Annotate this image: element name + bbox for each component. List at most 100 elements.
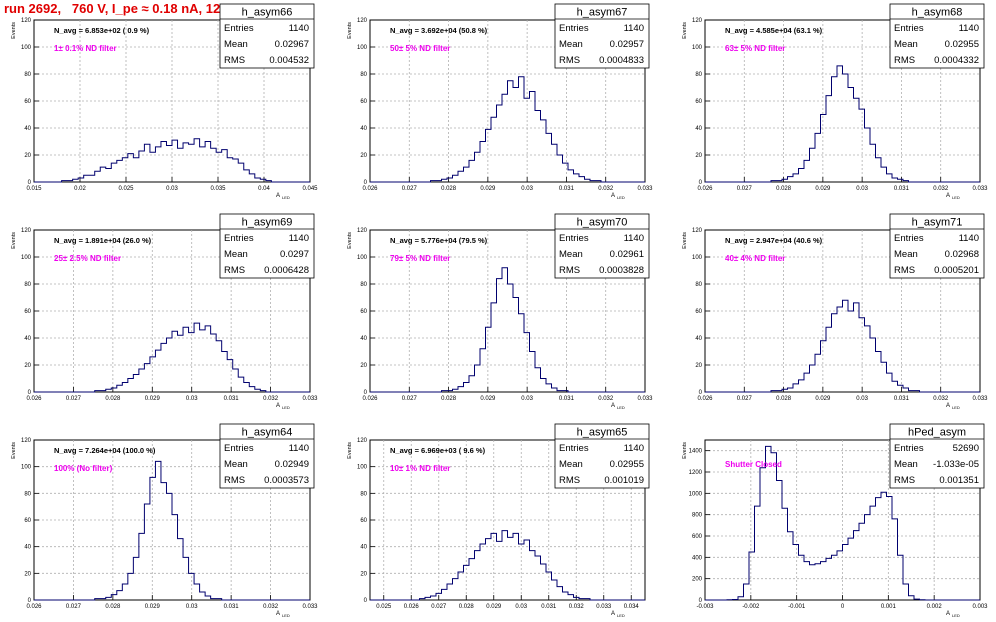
stats-entries-value: 1140 (289, 443, 309, 454)
histogram-bin (530, 92, 536, 182)
histogram-bin (876, 498, 882, 600)
x-tick-label: 0.03 (521, 396, 533, 402)
y-tick-label: 120 (357, 438, 368, 444)
stats-mean-value: 0.02949 (275, 459, 309, 470)
histogram-bin (106, 169, 112, 183)
stats-entries-value: 1140 (624, 443, 644, 454)
stats-rms-value: 0.0004332 (934, 55, 979, 66)
histogram-name: h_asym65 (577, 427, 628, 439)
histogram-bin (447, 178, 453, 182)
x-axis-label: A (276, 193, 280, 199)
navg-label: N_avg = 6.969e+03 ( 9.6 %) (390, 446, 486, 455)
histogram-bin (766, 446, 772, 600)
histogram-bin (475, 551, 481, 600)
histogram-bin (150, 152, 156, 182)
x-tick-label: 0.002 (927, 604, 943, 610)
histogram-panel-hPed_asym: -0.003 -0.002 -0.001 0 0.001 0.002 0.003 0 200 40… (682, 423, 988, 618)
x-tick-label: 0.02 (74, 186, 86, 192)
x-axis-label: A (276, 611, 280, 617)
y-tick-label: 60 (24, 309, 31, 315)
histogram-bin (117, 591, 123, 600)
histogram-panel-h_asym66: 0.015 0.02 0.025 0.03 0.035 0.04 0.045 0 20 40 60 8… (11, 3, 318, 200)
x-tick-label: 0.027 (66, 396, 82, 402)
histogram-bin (122, 158, 128, 182)
x-tick-label: 0.031 (224, 604, 240, 610)
stats-entries-value: 1140 (289, 23, 309, 34)
histogram-bin (139, 369, 145, 392)
histogram-bin (211, 334, 217, 392)
histogram-bin (810, 565, 816, 600)
navg-label: N_avg = 2.947e+04 (40.6 %) (725, 236, 823, 245)
y-tick-label: 100 (357, 465, 368, 471)
x-tick-label: 0.033 (972, 396, 988, 402)
x-tick-label: 0.03 (515, 604, 527, 610)
histogram-bin (848, 311, 854, 392)
histogram-bin (497, 279, 503, 392)
histogram-bin (111, 595, 117, 600)
y-tick-label: 100 (21, 255, 32, 261)
y-tick-label: 100 (21, 465, 32, 471)
stats-entries-label: Entries (894, 23, 924, 34)
histogram-name: h_asym70 (577, 217, 628, 229)
histogram-bin (128, 154, 134, 182)
x-tick-label: 0.032 (598, 396, 614, 402)
x-axis-label-subscript: LED (282, 195, 290, 200)
y-tick-label: 40 (695, 126, 702, 132)
histogram-bin (870, 506, 876, 600)
stats-box (219, 3, 315, 69)
x-tick-label: 0.033 (302, 604, 318, 610)
y-tick-label: 40 (360, 336, 367, 342)
y-tick-label: 120 (21, 228, 32, 234)
y-tick-label: 80 (360, 72, 367, 78)
histogram-bin (552, 388, 558, 392)
y-tick-label: 0 (28, 390, 32, 396)
x-axis-label-subscript: LED (952, 405, 960, 410)
x-tick-label: 0.032 (933, 396, 949, 402)
histogram-bin (788, 532, 794, 600)
histogram-bin (799, 169, 805, 183)
histogram-bin (166, 146, 172, 182)
x-tick-label: 0.026 (697, 396, 713, 402)
histogram-bin (464, 167, 470, 182)
x-tick-label: 0.028 (441, 396, 457, 402)
histogram-bin (892, 381, 898, 392)
histogram-bin (128, 573, 134, 600)
stats-rms-value: 0.0004833 (599, 55, 644, 66)
histogram-bin (843, 300, 849, 392)
histogram-bin (837, 551, 843, 600)
filter-label: 50± 5% ND filter (390, 44, 450, 53)
histogram-bin (788, 177, 794, 182)
y-tick-label: 40 (24, 336, 31, 342)
histogram-bin (854, 303, 860, 392)
histogram-bin (469, 376, 475, 392)
histogram-bin (903, 388, 909, 392)
histogram-bin (837, 66, 843, 182)
histogram-bin (161, 483, 167, 600)
stats-rms-label: RMS (894, 265, 915, 276)
histogram-bin (557, 587, 563, 600)
histogram-bin (909, 596, 915, 600)
stats-mean-label: Mean (894, 249, 918, 260)
x-axis-label: A (276, 403, 280, 409)
histogram-bin (469, 559, 475, 600)
histogram-bin (194, 139, 200, 182)
histogram-bin (84, 175, 90, 182)
histogram-bin (854, 531, 860, 600)
histogram-bin (821, 562, 827, 600)
histogram-outline (705, 65, 980, 183)
histogram-bin (194, 584, 200, 600)
histogram-name: h_asym69 (242, 217, 293, 229)
y-tick-label: 80 (360, 282, 367, 288)
filter-label: 63± 5% ND filter (725, 44, 785, 53)
histogram-bin (541, 564, 547, 600)
histogram-bin (222, 150, 228, 182)
stats-entries-label: Entries (224, 23, 254, 34)
x-tick-label: 0.027 (402, 186, 418, 192)
stats-mean-label: Mean (224, 39, 248, 50)
stats-mean-value: 0.02961 (610, 249, 644, 260)
x-tick-label: 0.026 (26, 396, 42, 402)
histogram-panel-h_asym68: 0.026 0.027 0.028 0.029 0.03 0.031 0.032 0.033 0… (682, 3, 988, 200)
x-tick-label: 0.032 (263, 396, 279, 402)
histogram-bin (491, 117, 497, 182)
y-tick-label: 100 (357, 255, 368, 261)
